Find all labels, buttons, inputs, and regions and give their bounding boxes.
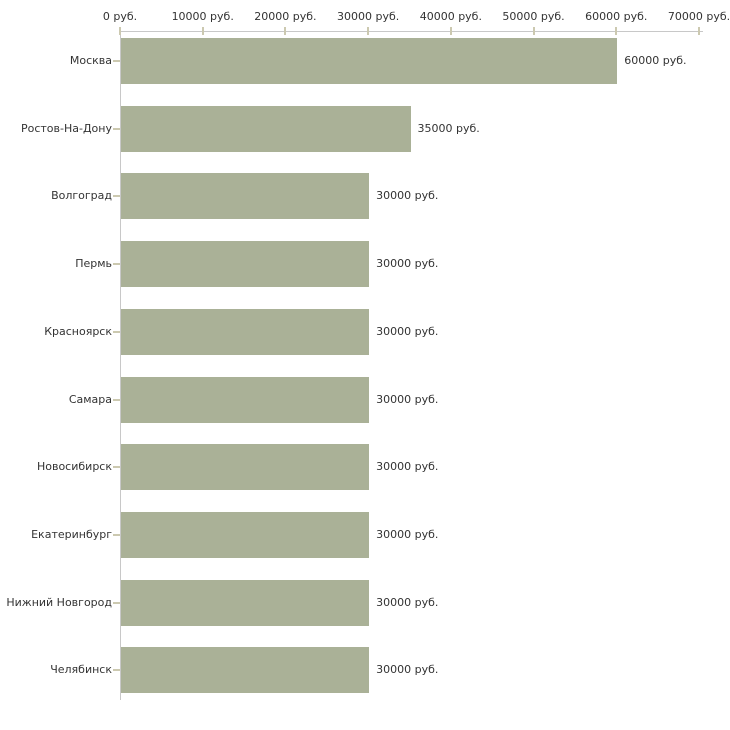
x-axis-tick-label: 60000 руб.: [585, 10, 648, 23]
bar-value-label: 30000 руб.: [376, 595, 439, 609]
bar-7: [121, 444, 370, 491]
y-axis-line: [120, 31, 121, 700]
x-axis-tick-mark: [284, 27, 287, 35]
bar-1: [121, 38, 618, 84]
bar-value-label: 30000 руб.: [376, 324, 439, 338]
x-axis-tick-label: 0 руб.: [102, 10, 138, 23]
category-tick-mark: [113, 195, 120, 198]
bar-value-label: 30000 руб.: [376, 257, 439, 271]
bar-5: [121, 308, 370, 355]
category-tick-mark: [113, 127, 120, 130]
bar-value-label: 30000 руб.: [376, 460, 439, 474]
bar-8: [121, 511, 370, 558]
category-tick-mark: [113, 60, 120, 62]
x-axis-tick-mark: [119, 27, 121, 35]
x-axis-tick-mark: [615, 27, 618, 35]
category-tick-mark: [113, 533, 120, 536]
category-label: Красноярск: [44, 324, 112, 338]
category-tick-mark: [113, 601, 120, 604]
category-label: Пермь: [75, 257, 112, 271]
bar-value-label: 60000 руб.: [624, 54, 687, 67]
x-axis-line: [120, 31, 703, 32]
bar-value-label: 35000 руб.: [417, 121, 480, 135]
x-axis-tick-mark: [201, 27, 204, 35]
category-tick-mark: [113, 398, 120, 401]
x-axis-tick-mark: [367, 27, 370, 35]
x-axis-tick-mark: [449, 27, 452, 35]
bar-10: [121, 647, 370, 694]
category-label: Москва: [69, 54, 112, 67]
x-axis-tick-mark: [532, 27, 535, 35]
x-axis-tick-label: 20000 руб.: [254, 10, 317, 23]
category-tick-mark: [113, 669, 120, 672]
x-axis-tick-label: 40000 руб.: [419, 10, 482, 23]
x-axis-tick-label: 10000 руб.: [171, 10, 234, 23]
category-label: Новосибирск: [36, 460, 112, 474]
category-label: Ростов-На-Дону: [20, 121, 112, 135]
category-label: Самара: [68, 392, 112, 406]
bar-6: [121, 376, 370, 423]
category-label: Екатеринбург: [31, 527, 112, 541]
category-label: Волгоград: [51, 189, 112, 203]
bar-value-label: 30000 руб.: [376, 527, 439, 541]
bar-4: [121, 241, 370, 288]
x-axis-tick-label: 50000 руб.: [502, 10, 565, 23]
category-tick-mark: [113, 263, 120, 266]
bar-value-label: 30000 руб.: [376, 663, 439, 677]
x-axis-tick-label: 70000 руб.: [667, 10, 730, 23]
category-tick-mark: [113, 466, 120, 469]
bar-2: [121, 105, 411, 152]
bar-value-label: 30000 руб.: [376, 392, 439, 406]
category-label: Челябинск: [50, 663, 112, 677]
bar-9: [121, 579, 370, 626]
x-axis-tick-label: 30000 руб.: [337, 10, 400, 23]
bar-3: [121, 173, 370, 220]
category-tick-mark: [113, 330, 120, 333]
bar-value-label: 30000 руб.: [376, 189, 439, 203]
category-label: Нижний Новгород: [6, 595, 112, 609]
x-axis-tick-mark: [698, 27, 700, 35]
